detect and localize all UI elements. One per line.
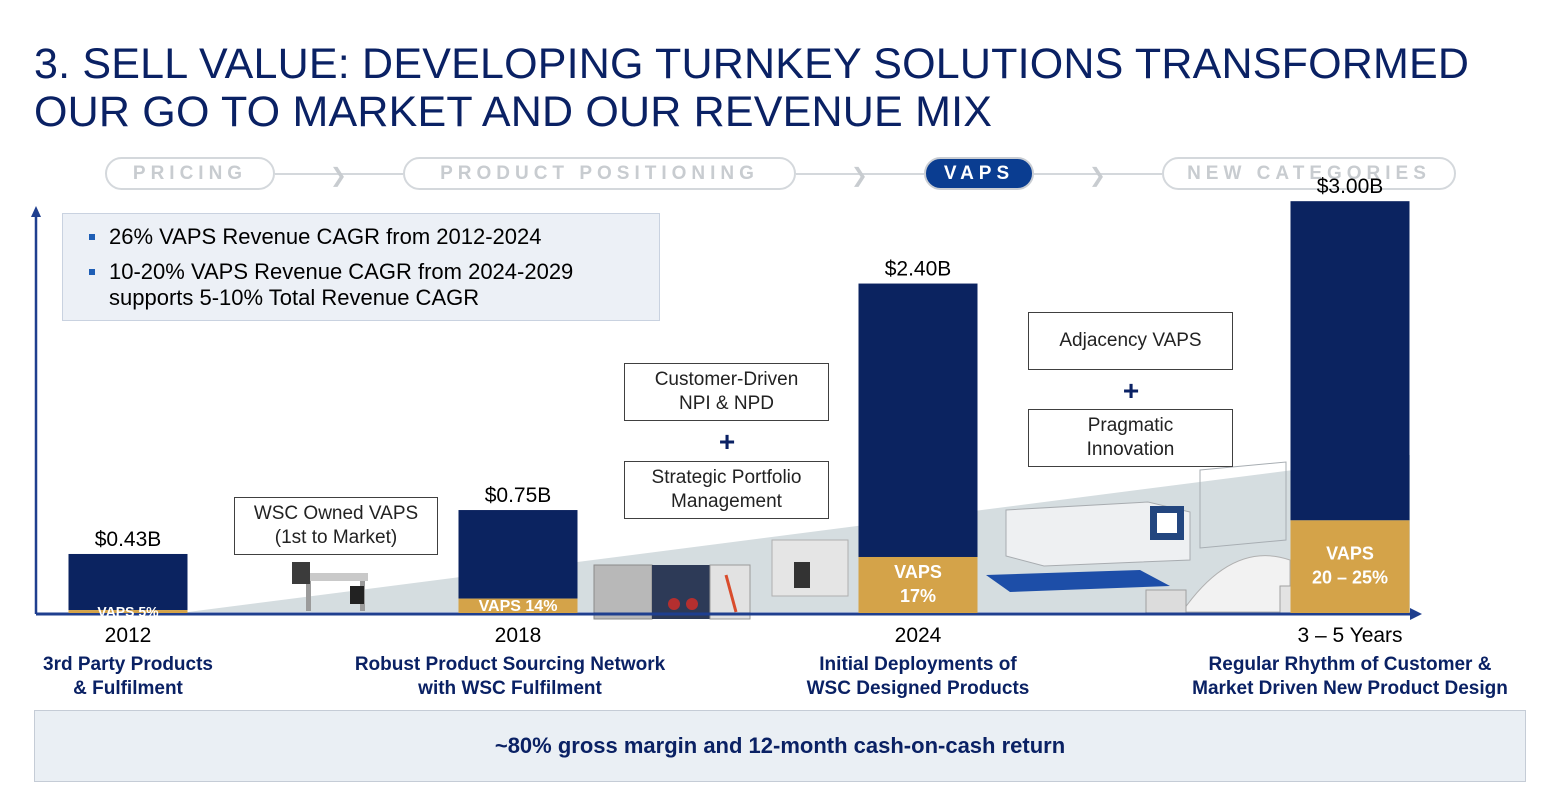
bar-vaps-segment: [458, 598, 578, 613]
stepper-connector: [796, 173, 924, 175]
chevron-right-icon: ❯: [851, 165, 868, 187]
highlight-bullet: 26% VAPS Revenue CAGR from 2012-2024: [89, 224, 659, 250]
x-category-description: & Fulfilment: [73, 678, 183, 699]
x-axis-arrow-icon: [1410, 608, 1422, 620]
callout-text: Customer-Driven: [654, 369, 799, 390]
page-title-line-2: OUR GO TO MARKET AND OUR REVENUE MIX: [34, 88, 993, 136]
bar-vaps-segment: [1290, 520, 1410, 613]
highlight-bullet: 10-20% VAPS Revenue CAGR from 2024-2029 …: [89, 259, 659, 311]
bar-vaps-label: VAPS 5%: [97, 604, 159, 620]
x-category-description: 3rd Party Products: [43, 654, 213, 675]
x-tick-label: 2018: [495, 624, 542, 647]
page-title-line-1: 3. SELL VALUE: DEVELOPING TURNKEY SOLUTI…: [34, 40, 1470, 88]
illustration-desk: [292, 562, 368, 611]
x-category-description: Initial Deployments of: [819, 654, 1017, 675]
bar-total: [858, 283, 978, 557]
bar-vaps-label: VAPS: [1326, 544, 1374, 564]
callout-text: Innovation: [1086, 439, 1175, 460]
bar-total-label: $0.43B: [95, 528, 162, 551]
strategy-stepper: ❯ ❯ ❯ PRICING PRODUCT POSITIONING VAPS N…: [0, 155, 1554, 197]
bar-vaps-segment: [858, 556, 978, 613]
x-tick-label: 2012: [105, 624, 152, 647]
bullet-square-icon: [89, 234, 95, 240]
x-tick-label: 3 – 5 Years: [1297, 624, 1402, 647]
bar-vaps-label: VAPS 14%: [479, 598, 558, 615]
step-pricing: PRICING: [105, 157, 275, 190]
stepper-connector: [1034, 173, 1162, 175]
highlights-box: 26% VAPS Revenue CAGR from 2012-2024 10-…: [62, 213, 660, 321]
callout-pragmatic-innovation: Pragmatic Innovation: [1028, 409, 1233, 467]
x-category-description: Market Driven New Product Design: [1192, 678, 1508, 699]
x-category-description: WSC Designed Products: [807, 678, 1030, 699]
page-title: 3. SELL VALUE: DEVELOPING TURNKEY SOLUTI…: [34, 40, 1534, 136]
bar-total: [68, 553, 188, 611]
bar-total-label: $3.00B: [1317, 175, 1384, 198]
x-category-description: Regular Rhythm of Customer &: [1209, 654, 1492, 675]
highlight-text: supports 5-10% Total Revenue CAGR: [109, 285, 480, 310]
stepper-connector: [275, 173, 403, 175]
bar-vaps-label: 20 – 25%: [1312, 568, 1388, 588]
illustration-office-cubicle: [771, 539, 849, 597]
bar-vaps-label: VAPS: [894, 562, 942, 582]
highlight-text: 10-20% VAPS Revenue CAGR from 2024-2029: [109, 259, 574, 284]
vaps-revenue-chart: $0.43B VAPS 5% $0.75B VAPS 14% $2.40B VAPS 17%…: [31, 175, 1508, 699]
step-vaps: VAPS: [924, 157, 1034, 190]
callout-text: Strategic Portfolio: [651, 467, 802, 488]
callout-strategic-portfolio: Strategic Portfolio Management: [624, 461, 829, 519]
bullet-square-icon: [89, 269, 95, 275]
y-axis-arrow-icon: [31, 206, 41, 217]
bar-total-label: $0.75B: [485, 484, 552, 507]
bar-total: [458, 510, 578, 599]
chevron-right-icon: ❯: [330, 165, 347, 187]
bar-vaps-segment: [68, 610, 188, 613]
step-product-positioning: PRODUCT POSITIONING: [403, 157, 796, 190]
plus-icon: +: [718, 426, 736, 457]
footer-text: ~80% gross margin and 12-month cash-on-c…: [494, 733, 1066, 758]
callout-text: Management: [671, 491, 782, 512]
illustration-storage-containers: [593, 564, 751, 620]
bar-total: [1290, 201, 1410, 521]
callout-text: Adjacency VAPS: [1059, 330, 1202, 351]
bar-total-label: $2.40B: [885, 258, 952, 281]
bar-group: $0.43B VAPS 5% $0.75B VAPS 14% $2.40B VAPS 17%…: [68, 175, 1410, 620]
illustration-modular-units: [986, 461, 1287, 592]
callout-adjacency-vaps: Adjacency VAPS: [1028, 312, 1233, 370]
highlight-text: 26% VAPS Revenue CAGR from 2012-2024: [109, 224, 542, 249]
x-category-description: Robust Product Sourcing Network: [355, 654, 666, 675]
plus-icon: +: [1122, 375, 1140, 406]
callout-text: NPI & NPD: [678, 393, 775, 414]
x-tick-label: 2024: [895, 624, 942, 647]
x-axis-labels: 2012 3rd Party Products & Fulfilment 2018 Ro…: [43, 624, 1508, 699]
callout-wsc-owned-vaps: WSC Owned VAPS (1st to Market): [234, 497, 438, 555]
chevron-right-icon: ❯: [1089, 165, 1106, 187]
callout-text: Pragmatic: [1087, 415, 1174, 436]
footer-banner: ~80% gross margin and 12-month cash-on-c…: [34, 710, 1526, 782]
callout-text: WSC Owned VAPS: [253, 503, 419, 524]
bar-vaps-label: 17%: [900, 586, 936, 606]
x-category-description: with WSC Fulfilment: [417, 678, 602, 699]
step-new-categories: NEW CATEGORIES: [1162, 157, 1456, 190]
callout-text: (1st to Market): [274, 527, 398, 548]
callout-customer-driven: Customer-Driven NPI & NPD: [624, 363, 829, 421]
